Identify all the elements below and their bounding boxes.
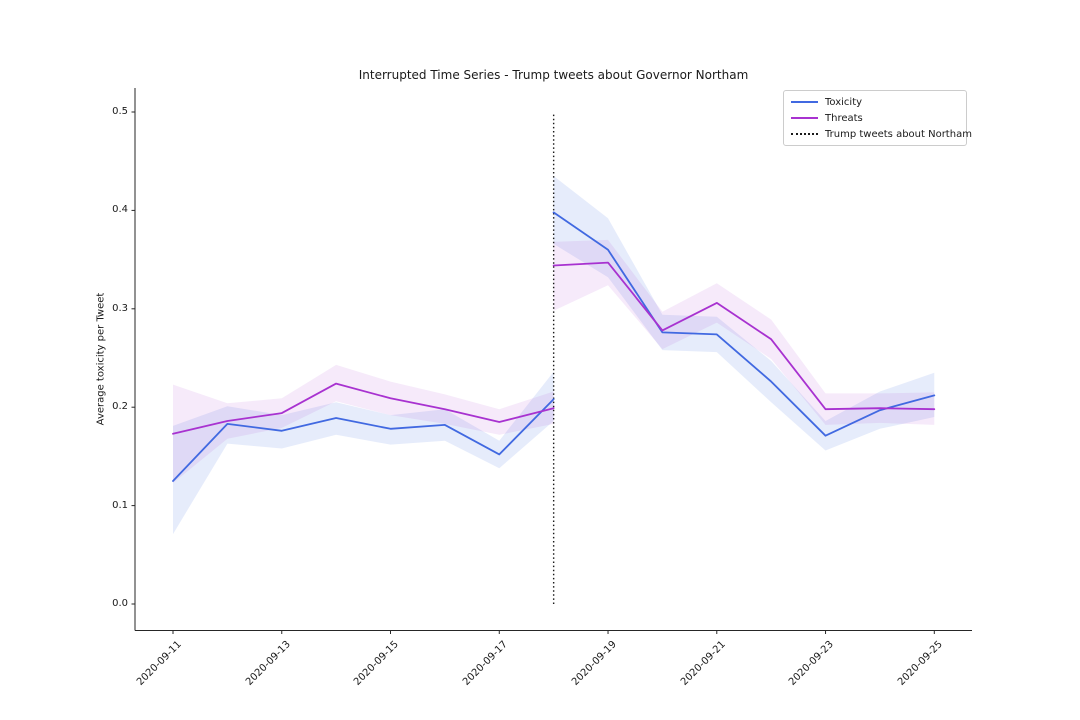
toxicity-pre-intervention--band	[173, 371, 554, 535]
y-tick-label: 0.2	[112, 401, 128, 413]
toxicity-line-swatch	[791, 101, 818, 103]
legend-label-threats: Threats	[825, 112, 863, 124]
intervention-dotted-line-swatch	[791, 133, 818, 135]
y-tick-label: 0.1	[112, 499, 128, 511]
threats-pre-intervention--line	[172, 382, 555, 435]
legend-item-threats: Threats	[791, 112, 959, 124]
y-tick-label: 0.0	[112, 598, 128, 609]
legend-item-intervention: Trump tweets about Northam	[791, 128, 972, 140]
legend-label-intervention: Trump tweets about Northam	[825, 128, 972, 140]
threats-post-intervention--line	[552, 261, 936, 411]
y-tick-label: 0.5	[112, 106, 128, 117]
threats-line-swatch	[791, 117, 818, 119]
legend-item-toxicity: Toxicity	[791, 96, 959, 108]
threats-post-intervention--band	[553, 239, 935, 425]
legend: Toxicity Threats Trump tweets about Nort…	[783, 90, 972, 146]
toxicity-post-intervention--line	[552, 211, 936, 437]
y-tick-label: 0.4	[112, 204, 128, 216]
toxicity-pre-intervention--line	[172, 398, 555, 482]
y-tick-label: 0.3	[112, 302, 128, 314]
chart-title: Interrupted Time Series - Trump tweets a…	[358, 68, 749, 82]
toxicity-post-intervention--band	[553, 176, 935, 451]
threats-pre-intervention--band	[173, 364, 554, 483]
legend-label-toxicity: Toxicity	[825, 96, 863, 108]
